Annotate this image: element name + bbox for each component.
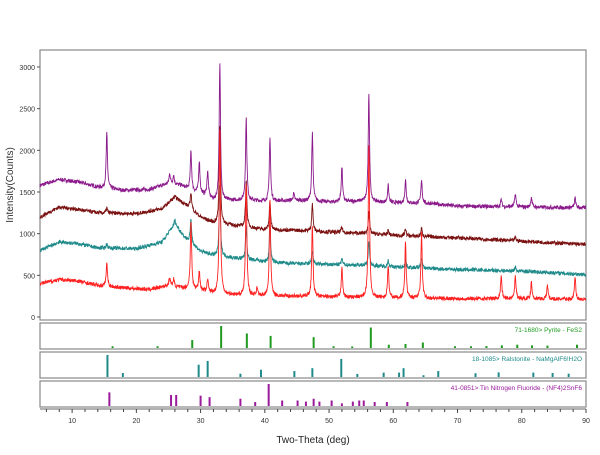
series-line-3 bbox=[39, 129, 587, 303]
x-axis: 10 20 30 40 50 60 70 80 90 bbox=[40, 408, 590, 425]
y-tick-label: 2500 bbox=[19, 107, 35, 114]
y-tick-label: 1500 bbox=[19, 190, 35, 197]
reference-panel-0: 71-1680> Pyrite - FeS2 bbox=[39, 322, 587, 350]
x-tick-label: 80 bbox=[518, 418, 526, 425]
x-tick-label: 10 bbox=[68, 418, 76, 425]
y-tick-label: 0 bbox=[31, 315, 35, 322]
y-axis-label: Intensity(Counts) bbox=[5, 147, 16, 223]
y-tick-label: 2000 bbox=[19, 148, 35, 155]
x-tick-label: 90 bbox=[582, 418, 590, 425]
series-line-0 bbox=[39, 63, 587, 211]
x-tick-label: 20 bbox=[132, 418, 140, 425]
plot-frame bbox=[39, 49, 587, 321]
y-tick-label: 500 bbox=[23, 273, 35, 280]
y-tick-label: 1000 bbox=[19, 232, 35, 239]
main-plot-area bbox=[39, 49, 587, 321]
x-axis-label: Two-Theta (deg) bbox=[276, 435, 349, 446]
reference-label: 41-0851> Tin Nitrogen Fluoride - (NF4)2S… bbox=[451, 385, 583, 392]
reference-panels: 71-1680> Pyrite - FeS2 18-1085> Ralstonit… bbox=[39, 322, 587, 408]
y-axis: 0 500 1000 1500 2000 2500 3000 bbox=[19, 65, 40, 322]
x-tick-label: 50 bbox=[325, 418, 333, 425]
x-tick-label: 70 bbox=[454, 418, 462, 425]
panel-frame bbox=[39, 380, 587, 408]
reference-panel-1: 18-1085> Ralstonite - NaMgAlF6!H2O bbox=[39, 351, 587, 379]
reference-label: 71-1680> Pyrite - FeS2 bbox=[515, 327, 583, 334]
x-tick-label: 60 bbox=[389, 418, 397, 425]
series-group bbox=[39, 63, 587, 303]
x-tick-label: 40 bbox=[261, 418, 269, 425]
y-tick-label: 3000 bbox=[19, 65, 35, 72]
series-line-1 bbox=[39, 126, 587, 247]
x-tick-label: 30 bbox=[197, 418, 205, 425]
reference-panel-2: 41-0851> Tin Nitrogen Fluoride - (NF4)2S… bbox=[39, 380, 587, 408]
reference-label: 18-1085> Ralstonite - NaMgAlF6!H2O bbox=[472, 356, 582, 363]
